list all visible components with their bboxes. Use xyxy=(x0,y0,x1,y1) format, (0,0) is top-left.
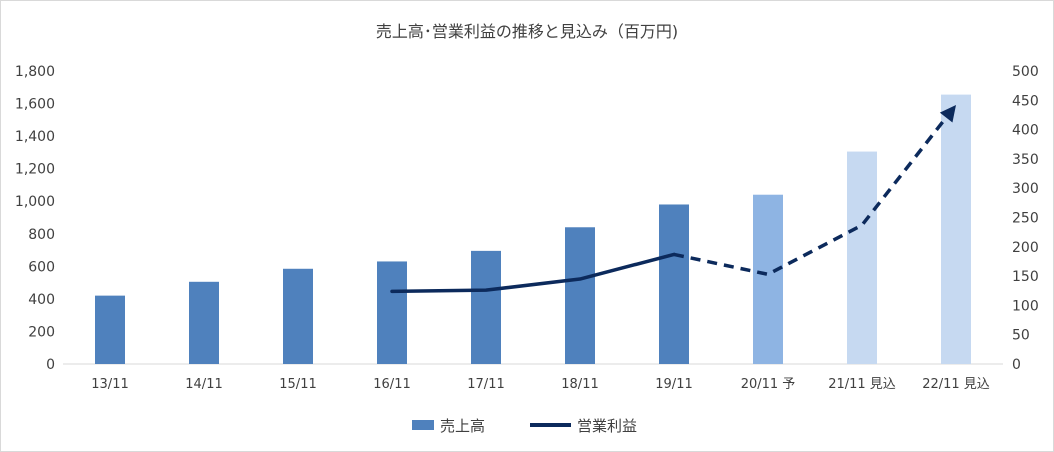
y-right-tick-label: 300 xyxy=(1012,181,1039,197)
x-tick-label: 16/11 xyxy=(373,377,410,392)
x-tick-label: 17/11 xyxy=(467,377,504,392)
x-tick-label: 15/11 xyxy=(279,377,316,392)
legend: 売上高 営業利益 xyxy=(412,417,637,435)
y-left-tick-label: 800 xyxy=(28,227,55,243)
x-tick-label: 18/11 xyxy=(561,377,598,392)
bar xyxy=(377,261,407,364)
y-right-tick-label: 100 xyxy=(1012,298,1039,314)
y-axis-left: 0 200 400 600 800 1,000 1,200 1,400 1,600 1,800 xyxy=(15,64,55,373)
y-left-tick-label: 1,800 xyxy=(15,64,55,80)
bar xyxy=(753,194,783,364)
y-right-tick-label: 200 xyxy=(1012,240,1039,256)
x-tick-label: 20/11 予 xyxy=(741,377,796,392)
bar xyxy=(847,151,877,364)
y-left-tick-label: 1,000 xyxy=(15,194,55,210)
y-left-tick-label: 200 xyxy=(28,324,55,340)
y-right-tick-label: 0 xyxy=(1012,357,1021,373)
y-right-tick-label: 400 xyxy=(1012,123,1039,139)
x-tick-label: 22/11 見込 xyxy=(922,377,990,392)
line-series xyxy=(390,104,956,294)
y-left-tick-label: 1,400 xyxy=(15,129,55,145)
x-tick-label: 21/11 見込 xyxy=(828,377,896,392)
x-axis: 13/11 14/11 15/11 16/11 17/11 18/11 19/11 20/11… xyxy=(91,377,990,392)
y-axis-right: 0 50 100 150 200 250 300 350 400 450 500 xyxy=(1012,64,1039,373)
bar xyxy=(189,281,219,364)
y-right-tick-label: 50 xyxy=(1012,328,1030,344)
bar xyxy=(941,94,971,364)
bar xyxy=(471,250,501,364)
y-left-tick-label: 1,200 xyxy=(15,162,55,178)
bar xyxy=(283,268,313,364)
bar xyxy=(565,227,595,364)
bar-series xyxy=(95,94,971,364)
y-left-tick-label: 600 xyxy=(28,259,55,275)
bar xyxy=(95,295,125,364)
x-tick-label: 19/11 xyxy=(655,377,692,392)
y-left-tick-label: 400 xyxy=(28,292,55,308)
x-tick-label: 13/11 xyxy=(91,377,128,392)
y-right-tick-label: 350 xyxy=(1012,152,1039,168)
legend-label-sales: 売上高 xyxy=(440,417,485,435)
y-right-tick-label: 450 xyxy=(1012,93,1039,109)
profit-line-forecast xyxy=(673,116,948,277)
profit-line-actual xyxy=(390,252,676,294)
y-left-tick-label: 0 xyxy=(46,357,55,373)
y-right-tick-label: 500 xyxy=(1012,64,1039,80)
chart-title: 売上高･営業利益の推移と見込み（百万円) xyxy=(376,22,678,41)
y-right-tick-label: 250 xyxy=(1012,211,1039,227)
bar xyxy=(659,204,689,364)
profit-line-arrowhead xyxy=(939,104,956,123)
legend-label-profit: 営業利益 xyxy=(577,417,637,435)
x-tick-label: 14/11 xyxy=(185,377,222,392)
legend-swatch-sales xyxy=(412,420,434,430)
y-right-tick-label: 150 xyxy=(1012,269,1039,285)
y-left-tick-label: 1,600 xyxy=(15,97,55,113)
